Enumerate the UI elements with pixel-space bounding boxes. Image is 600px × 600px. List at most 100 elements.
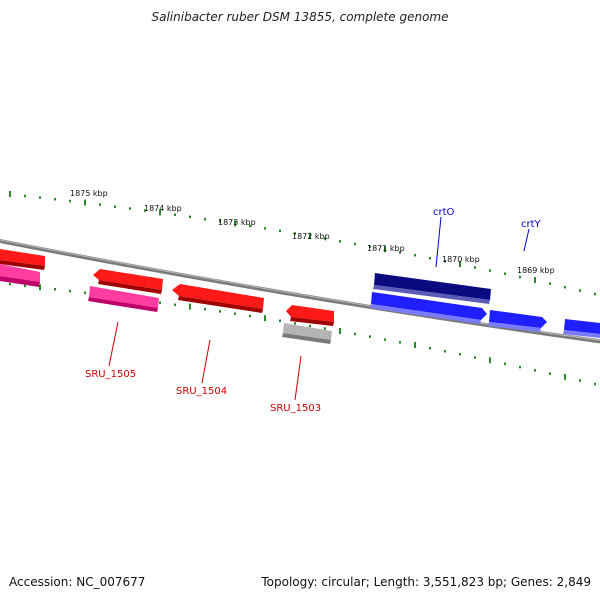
leader-sru-1504 <box>201 339 211 384</box>
gene-blue-right[interactable] <box>563 319 600 338</box>
minor-tick <box>249 224 251 228</box>
gene-label-sru-1505[interactable]: SRU_1505 <box>85 369 136 380</box>
minor-tick <box>579 379 581 382</box>
scale-label-1871: 1871 kbp <box>367 244 405 253</box>
gene-sru-1504[interactable] <box>172 284 264 313</box>
minor-tick <box>429 347 431 350</box>
minor-tick <box>159 301 161 304</box>
minor-tick <box>24 284 26 288</box>
minor-tick <box>504 272 506 275</box>
minor-tick <box>519 275 521 279</box>
major-tick <box>309 232 311 239</box>
minor-tick <box>279 229 281 233</box>
minor-tick <box>54 288 56 291</box>
minor-tick <box>399 251 401 254</box>
minor-tick <box>594 382 596 386</box>
major-tick <box>534 277 536 284</box>
minor-tick <box>204 217 206 221</box>
gene-label-crto[interactable]: crtO <box>433 207 455 218</box>
minor-tick <box>9 283 11 286</box>
minor-tick <box>189 215 191 219</box>
minor-tick <box>369 245 371 248</box>
minor-tick <box>534 369 536 372</box>
minor-tick <box>24 194 26 198</box>
major-tick <box>414 342 416 348</box>
gene-blue-1[interactable] <box>370 292 487 324</box>
minor-tick <box>324 237 326 240</box>
minor-tick <box>384 338 386 341</box>
accession-label: Accession: NC_007677 <box>9 575 146 589</box>
major-tick <box>9 191 11 197</box>
minor-tick <box>354 242 356 246</box>
minor-tick <box>474 266 476 269</box>
minor-tick <box>579 289 581 292</box>
gene-crto[interactable] <box>373 273 491 304</box>
leader-sru-1505 <box>108 321 119 367</box>
outer-tick-row <box>9 191 596 296</box>
minor-tick <box>279 319 281 323</box>
gene-sru-1505-lower[interactable] <box>88 286 159 312</box>
minor-tick <box>594 292 596 296</box>
map-title: Salinibacter ruber DSM 13855, complete g… <box>151 10 449 24</box>
minor-tick <box>264 227 266 230</box>
minor-tick <box>444 350 446 353</box>
minor-tick <box>474 356 476 359</box>
major-tick <box>489 357 491 364</box>
minor-tick <box>549 282 551 285</box>
minor-tick <box>249 314 251 318</box>
gene-sru-1503-upper[interactable] <box>286 305 334 326</box>
minor-tick <box>564 285 566 289</box>
major-tick <box>384 246 386 253</box>
minor-tick <box>204 307 206 311</box>
genome-summary: Topology: circular; Length: 3,551,823 bp… <box>261 575 591 589</box>
minor-tick <box>144 209 146 212</box>
gene-label-crty[interactable]: crtY <box>521 219 542 230</box>
gene-crty[interactable] <box>488 310 547 332</box>
gene-label-sru-1504[interactable]: SRU_1504 <box>176 386 227 397</box>
major-tick <box>564 373 566 380</box>
major-tick <box>159 209 161 216</box>
major-tick <box>339 328 341 334</box>
minor-tick <box>99 203 101 206</box>
scale-label-1872: 1872 kbp <box>292 232 330 241</box>
major-tick <box>39 284 41 291</box>
gene-sru-1505-upper[interactable] <box>93 269 163 294</box>
minor-tick <box>354 332 356 336</box>
minor-tick <box>54 198 56 201</box>
minor-tick <box>69 289 71 293</box>
genome-backbone <box>0 238 600 344</box>
minor-tick <box>129 207 131 210</box>
major-tick <box>189 303 191 310</box>
minor-tick <box>504 362 506 365</box>
minor-tick <box>549 372 551 375</box>
gene-red-left-forward[interactable] <box>0 249 45 270</box>
minor-tick <box>219 310 221 313</box>
scale-label-1870: 1870 kbp <box>442 255 480 264</box>
minor-tick <box>459 353 461 356</box>
gene-label-sru-1503[interactable]: SRU_1503 <box>270 403 321 414</box>
major-tick <box>84 199 86 206</box>
minor-tick <box>234 312 236 315</box>
major-tick <box>459 261 461 267</box>
minor-tick <box>444 260 446 263</box>
minor-tick <box>69 199 71 203</box>
major-tick <box>234 220 236 227</box>
minor-tick <box>399 341 401 344</box>
minor-tick <box>174 303 176 306</box>
minor-tick <box>39 196 41 199</box>
minor-tick <box>219 220 221 223</box>
minor-tick <box>489 269 491 272</box>
scale-label-1875: 1875 kbp <box>70 189 108 198</box>
minor-tick <box>324 327 326 330</box>
leader-sru-1503 <box>294 355 302 401</box>
minor-tick <box>429 257 431 260</box>
minor-tick <box>174 213 176 216</box>
minor-tick <box>114 205 116 208</box>
gene-sru-1503-lower[interactable] <box>282 323 332 344</box>
minor-tick <box>414 254 416 257</box>
gene-pink-left[interactable] <box>0 264 40 287</box>
minor-tick <box>294 322 296 325</box>
scale-label-1873: 1873 kbp <box>218 218 256 227</box>
minor-tick <box>519 365 521 369</box>
